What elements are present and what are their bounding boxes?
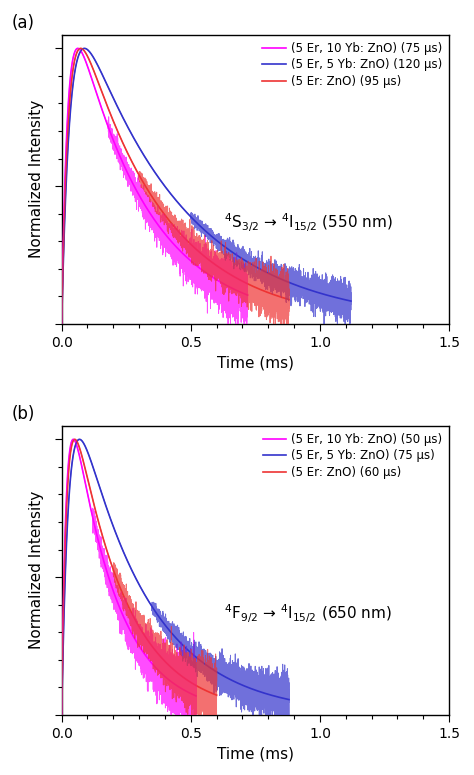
Text: $^4$S$_{3/2}$ → $^4$I$_{15/2}$ (550 nm): $^4$S$_{3/2}$ → $^4$I$_{15/2}$ (550 nm) <box>224 212 393 234</box>
Legend: (5 Er, 10 Yb: ZnO) (50 μs), (5 Er, 5 Yb: ZnO) (75 μs), (5 Er: ZnO) (60 μs): (5 Er, 10 Yb: ZnO) (50 μs), (5 Er, 5 Yb:… <box>258 428 447 484</box>
Text: (a): (a) <box>11 14 34 32</box>
Y-axis label: Normalized Intensity: Normalized Intensity <box>29 491 44 649</box>
X-axis label: Time (ms): Time (ms) <box>217 746 294 761</box>
X-axis label: Time (ms): Time (ms) <box>217 355 294 370</box>
Y-axis label: Normalized Intensity: Normalized Intensity <box>29 100 44 258</box>
Text: (b): (b) <box>11 405 35 422</box>
Legend: (5 Er, 10 Yb: ZnO) (75 μs), (5 Er, 5 Yb: ZnO) (120 μs), (5 Er: ZnO) (95 μs): (5 Er, 10 Yb: ZnO) (75 μs), (5 Er, 5 Yb:… <box>258 37 447 92</box>
Text: $^4$F$_{9/2}$ → $^4$I$_{15/2}$ (650 nm): $^4$F$_{9/2}$ → $^4$I$_{15/2}$ (650 nm) <box>224 602 392 625</box>
